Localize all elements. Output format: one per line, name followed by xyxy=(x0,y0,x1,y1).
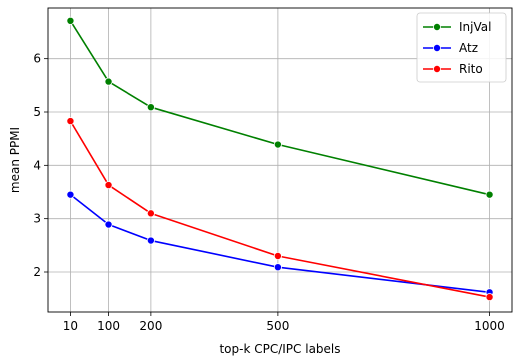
x-tick-label: 500 xyxy=(266,319,289,333)
data-point xyxy=(273,251,282,260)
series-atz xyxy=(66,190,494,297)
x-tick-label: 1000 xyxy=(474,319,505,333)
data-point xyxy=(66,16,75,25)
legend-label: Rito xyxy=(459,62,483,76)
y-tick-label: 5 xyxy=(33,105,41,119)
legend-item-injval: InjVal xyxy=(423,20,491,34)
data-point xyxy=(104,77,113,86)
series-rito xyxy=(66,117,494,302)
legend-label: InjVal xyxy=(459,20,491,34)
data-point xyxy=(146,236,155,245)
legend: InjVal Atz Rito xyxy=(416,12,507,83)
data-point xyxy=(104,220,113,229)
legend-marker xyxy=(432,44,441,53)
data-point xyxy=(66,190,75,199)
data-point xyxy=(485,190,494,199)
legend-marker xyxy=(432,22,441,31)
data-point xyxy=(104,181,113,190)
series-layer xyxy=(66,16,494,302)
data-point xyxy=(146,103,155,112)
data-point xyxy=(273,140,282,149)
y-tick-label: 2 xyxy=(33,265,41,279)
y-tick-label: 3 xyxy=(33,212,41,226)
legend-label: Atz xyxy=(459,41,478,55)
plot-frame xyxy=(47,7,513,313)
legend-item-rito: Rito xyxy=(423,62,483,76)
data-point xyxy=(273,263,282,272)
y-tick-label: 4 xyxy=(33,158,41,172)
x-axis-label: top-k CPC/IPC labels xyxy=(219,342,340,356)
y-axis-label: mean PPMI xyxy=(8,127,22,193)
x-tick-label: 100 xyxy=(97,319,120,333)
legend-marker xyxy=(432,65,441,74)
tick-layer: 10 100 200 500 1000 2 3 4 5 6 xyxy=(33,52,504,333)
data-point xyxy=(146,209,155,218)
series-injval xyxy=(66,16,494,199)
legend-item-atz: Atz xyxy=(423,41,478,55)
data-point xyxy=(485,293,494,302)
data-point xyxy=(66,117,75,126)
series-line xyxy=(69,194,490,294)
x-tick-label: 10 xyxy=(63,319,78,333)
y-tick-label: 6 xyxy=(33,52,41,66)
x-tick-label: 200 xyxy=(139,319,162,333)
